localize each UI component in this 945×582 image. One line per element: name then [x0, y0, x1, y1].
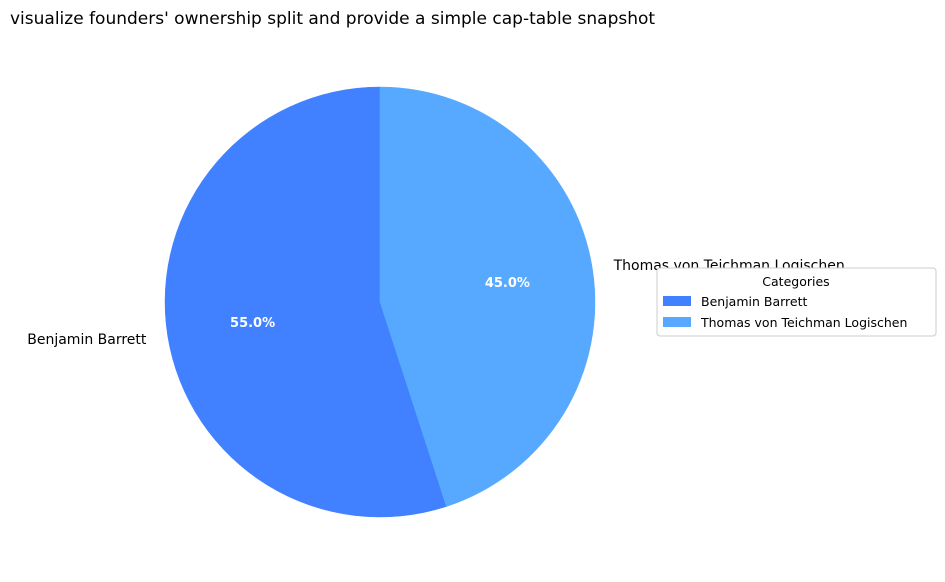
pie-percent-labels: 55.0% 45.0%	[230, 276, 530, 331]
legend: Categories Benjamin Barrett Thomas von Te…	[656, 267, 937, 337]
percent-label-2: 45.0%	[485, 276, 530, 291]
percent-label-1: 55.0%	[230, 316, 275, 331]
legend-swatch-1	[663, 296, 691, 306]
legend-entries: Benjamin Barrett Thomas von Teichman Logi…	[663, 294, 907, 330]
pie-slices	[164, 86, 596, 518]
slice-label-1: Benjamin Barrett	[27, 332, 147, 348]
legend-entry-label-1: Benjamin Barrett	[701, 294, 807, 309]
chart-title: visualize founders' ownership split and …	[10, 9, 655, 29]
legend-title: Categories	[762, 274, 829, 289]
legend-swatch-2	[663, 317, 691, 327]
legend-frame	[656, 267, 937, 337]
pie-slice-2	[379, 86, 596, 507]
pie-slice-1	[164, 86, 447, 518]
legend-entry-label-2: Thomas von Teichman Logischen	[700, 315, 907, 330]
